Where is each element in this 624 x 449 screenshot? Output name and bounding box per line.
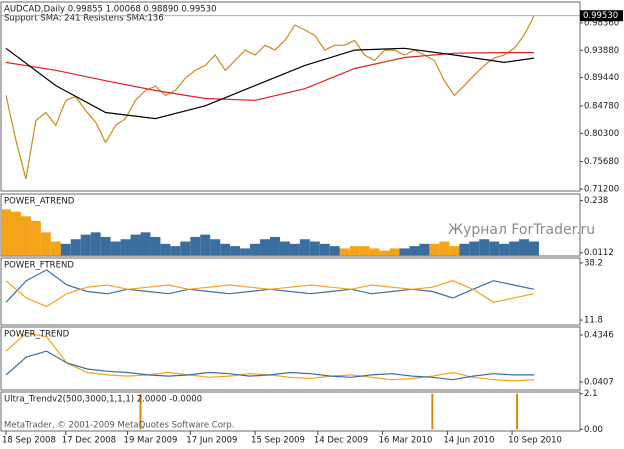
bar — [479, 239, 490, 256]
bar — [160, 243, 171, 256]
y-tick-label: 0.0407 — [584, 377, 614, 387]
panel-title: POWER_ATREND — [4, 197, 75, 207]
x-tick-label: 14 Jun 2010 — [443, 436, 494, 446]
x-tick-label: 16 Mar 2010 — [379, 436, 433, 446]
series-line — [5, 15, 535, 180]
bar — [130, 234, 141, 256]
last-price-label: 0.99530 — [583, 11, 618, 21]
bar — [439, 241, 450, 256]
bar — [499, 243, 510, 256]
bar — [1, 209, 11, 256]
bar — [10, 211, 21, 256]
y-tick-label: 0.93880 — [584, 46, 619, 56]
bar — [339, 248, 350, 256]
bar — [319, 243, 330, 256]
bar — [110, 241, 121, 256]
bar — [399, 248, 410, 256]
bar — [120, 239, 131, 256]
bar — [270, 236, 280, 256]
bar — [519, 239, 530, 256]
bar — [529, 241, 539, 256]
bar — [309, 241, 320, 256]
series-line — [5, 280, 535, 308]
bar — [429, 243, 440, 256]
bar — [509, 241, 520, 256]
x-tick-label: 15 Sep 2009 — [251, 436, 305, 446]
bar — [90, 232, 101, 256]
x-tick-label: 17 Dec 2008 — [62, 436, 116, 446]
bar — [329, 246, 340, 256]
y-tick-label: 0.00 — [584, 425, 603, 435]
series-line — [5, 350, 534, 381]
bar — [289, 243, 300, 256]
y-tick-label: 38.2 — [584, 258, 603, 268]
x-tick-label: 19 Mar 2009 — [124, 436, 178, 446]
panel-frame — [0, 391, 581, 432]
y-tick-label: 11.8 — [584, 316, 603, 326]
x-tick-label: 18 Sep 2008 — [2, 436, 56, 446]
bar — [140, 232, 151, 256]
x-tick-label: 17 Jun 2009 — [186, 436, 237, 446]
panel-frame — [0, 1, 581, 192]
bar — [449, 246, 460, 256]
bar — [190, 236, 201, 256]
bar — [100, 236, 111, 256]
bar — [40, 232, 51, 256]
bar — [369, 248, 380, 256]
bar — [50, 241, 61, 256]
bar — [230, 246, 241, 256]
bar — [150, 236, 161, 256]
panel-subtitle: Support SMA: 241 Resistens SMA:136 — [4, 14, 164, 24]
bar — [250, 243, 261, 256]
bar — [389, 248, 400, 256]
y-tick-label: 0.0112 — [584, 248, 614, 258]
bar — [60, 243, 71, 256]
bar — [200, 234, 211, 256]
bar — [240, 248, 251, 256]
bar — [210, 239, 221, 256]
y-tick-label: 0.84780 — [584, 101, 619, 111]
bar — [349, 246, 360, 256]
panel-title: POWER_TREND — [4, 330, 70, 340]
y-tick-label: 0.71200 — [584, 184, 619, 194]
panel-title: POWER_FTREND — [4, 261, 74, 271]
y-tick-label: 0.4346 — [584, 331, 614, 341]
x-tick-label: 14 Dec 2009 — [314, 436, 368, 446]
y-tick-label: 0.75680 — [584, 157, 619, 167]
copyright: MetaTrader, © 2001-2009 MetaQuotes Softw… — [4, 421, 234, 431]
bar — [30, 220, 41, 256]
bar — [489, 241, 500, 256]
y-tick-label: 0.80300 — [584, 129, 619, 139]
bar — [419, 243, 430, 256]
watermark: Журнал ForTrader.ru — [448, 222, 595, 238]
bar — [70, 239, 81, 256]
y-tick-label: 0.238 — [584, 196, 608, 206]
last-price-box — [580, 10, 623, 22]
x-tick-label: 10 Sep 2010 — [508, 436, 562, 446]
bar — [20, 216, 31, 256]
bar — [80, 234, 91, 256]
bar — [409, 246, 420, 256]
bar — [170, 246, 181, 256]
bar — [299, 239, 310, 256]
series-line — [5, 51, 534, 101]
y-tick-label: 2.1 — [584, 389, 598, 399]
bar — [279, 241, 290, 256]
bar — [379, 250, 390, 256]
panel-title: AUDCAD,Daily 0.99855 1.00068 0.98890 0.9… — [4, 5, 217, 15]
panel-title: Ultra_Trendv2(500,3000,1,1,1) 2.0000 -0.… — [4, 395, 202, 405]
bar — [220, 243, 231, 256]
y-tick-label: 0.89440 — [584, 73, 619, 83]
panel-frame — [0, 326, 581, 391]
bar — [469, 241, 480, 256]
series-line — [5, 47, 535, 120]
bar — [359, 246, 370, 256]
bar — [260, 239, 270, 256]
bar — [180, 241, 191, 256]
bar — [459, 243, 470, 256]
y-tick-label: 0.98360 — [584, 18, 619, 28]
